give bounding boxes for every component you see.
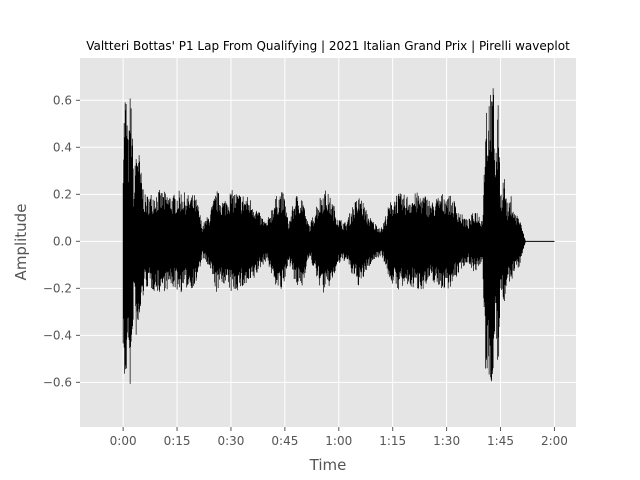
x-tick-label: 1:15 — [379, 434, 406, 448]
y-tick-label: −0.4 — [43, 328, 72, 342]
waveform-series — [122, 88, 555, 384]
x-axis-label: Time — [309, 456, 347, 474]
x-tick-label: 1:30 — [433, 434, 460, 448]
x-axis-ticks: 0:00 0:15 0:30 0:45 1:00 1:15 1:30 1:45 2:00 — [110, 427, 568, 448]
x-tick-label: 0:45 — [271, 434, 298, 448]
x-tick-label: 1:45 — [487, 434, 514, 448]
x-tick-label: 0:00 — [110, 434, 137, 448]
chart-title: Valtteri Bottas' P1 Lap From Qualifying … — [86, 39, 570, 53]
y-tick-label: −0.6 — [43, 375, 72, 389]
y-tick-label: 0.4 — [53, 140, 72, 154]
y-tick-label: 0.0 — [53, 234, 72, 248]
y-tick-label: 0.6 — [53, 93, 72, 107]
x-tick-label: 0:30 — [217, 434, 244, 448]
y-axis-label: Amplitude — [12, 204, 30, 281]
x-tick-label: 1:00 — [325, 434, 352, 448]
y-tick-label: 0.2 — [53, 187, 72, 201]
x-tick-label: 2:00 — [541, 434, 568, 448]
y-axis-ticks: −0.6 −0.4 −0.2 0.0 0.2 0.4 0.6 — [43, 93, 80, 389]
y-tick-label: −0.2 — [43, 281, 72, 295]
x-tick-label: 0:15 — [164, 434, 191, 448]
